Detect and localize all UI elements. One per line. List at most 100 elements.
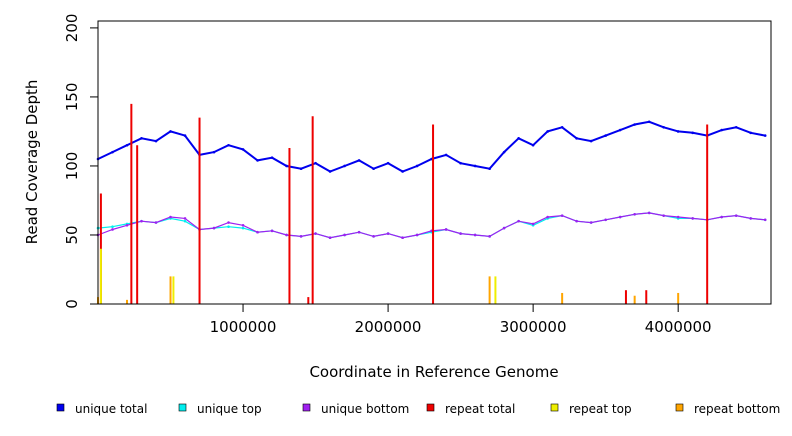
series-unique-bottom-point bbox=[227, 221, 230, 224]
series-unique-total-point bbox=[125, 143, 129, 147]
series-unique-bottom-point bbox=[357, 230, 361, 234]
series-unique-bottom-point bbox=[299, 235, 303, 238]
series-unique-bottom-point bbox=[444, 228, 448, 231]
legend-swatch-unique-bottom bbox=[302, 403, 311, 412]
series-unique-total-point bbox=[662, 125, 665, 129]
y-axis-title: Read Coverage Depth bbox=[23, 80, 41, 245]
series-unique-total-point bbox=[401, 170, 404, 173]
series-unique-total-point bbox=[357, 159, 361, 162]
series-unique-total-point bbox=[241, 148, 245, 151]
series-unique-total-point bbox=[299, 167, 303, 171]
series-unique-total-point bbox=[372, 167, 375, 171]
series-unique-bottom-point bbox=[531, 222, 535, 226]
series-unique-bottom-point bbox=[633, 212, 636, 216]
series-unique-bottom-point bbox=[647, 211, 651, 215]
series-layer bbox=[96, 103, 767, 304]
series-unique-total-point bbox=[560, 125, 564, 129]
series-unique-bottom-point bbox=[270, 229, 274, 233]
series-unique-bottom bbox=[96, 211, 767, 240]
series-unique-total-point bbox=[169, 130, 172, 133]
series-unique-total-point bbox=[140, 137, 143, 140]
series-unique-total-point bbox=[227, 143, 230, 147]
series-unique-total-point bbox=[415, 164, 419, 168]
x-tick-label: 1000000 bbox=[210, 318, 277, 336]
plot-area-frame bbox=[97, 20, 772, 305]
series-unique-total-line bbox=[97, 120, 766, 173]
series-unique-total-point bbox=[488, 167, 491, 171]
legend-label-unique-top: unique top bbox=[197, 402, 262, 416]
series-unique-bottom-point bbox=[125, 224, 129, 227]
legend-label-repeat-total: repeat total bbox=[445, 402, 515, 416]
x-tick-label: 2000000 bbox=[355, 318, 422, 336]
series-unique-bottom-point bbox=[415, 233, 419, 237]
series-unique-total-point bbox=[633, 123, 636, 126]
series-unique-bottom-point bbox=[401, 236, 404, 240]
series-unique-total-point bbox=[183, 134, 187, 137]
legend-swatch-unique-top bbox=[178, 403, 187, 412]
series-unique-total-point bbox=[720, 128, 723, 132]
series-unique-bottom-point bbox=[285, 233, 288, 237]
legend-label-unique-total: unique total bbox=[75, 402, 147, 416]
series-unique-bottom-point bbox=[372, 235, 375, 238]
series-unique-total bbox=[96, 120, 767, 173]
series-unique-bottom-point bbox=[386, 232, 390, 235]
series-repeat-total bbox=[99, 103, 709, 304]
y-tick-label: 0 bbox=[63, 299, 81, 309]
x-tick-label: 3000000 bbox=[500, 318, 567, 336]
series-unique-total-point bbox=[444, 153, 448, 157]
series-unique-total-point bbox=[546, 130, 549, 133]
series-unique-bottom-point bbox=[720, 215, 723, 219]
series-unique-bottom-point bbox=[546, 215, 549, 219]
y-tick-label: 50 bbox=[63, 225, 81, 244]
series-unique-bottom-point bbox=[212, 226, 216, 230]
series-unique-bottom-point bbox=[604, 218, 607, 222]
series-unique-total-point bbox=[734, 125, 738, 129]
series-unique-bottom-point bbox=[314, 232, 317, 235]
series-unique-bottom-point bbox=[676, 215, 680, 219]
series-unique-bottom-point bbox=[502, 226, 506, 230]
series-unique-total-point bbox=[386, 161, 390, 165]
legend-swatch-repeat-total bbox=[426, 403, 435, 412]
series-unique-bottom-point bbox=[459, 232, 462, 235]
series-unique-total-point bbox=[328, 170, 332, 173]
series-repeat-bottom bbox=[97, 276, 680, 304]
series-repeat-top bbox=[99, 248, 497, 304]
series-unique-bottom-point bbox=[575, 219, 578, 223]
series-unique-total-point bbox=[314, 161, 317, 165]
series-unique-total-point bbox=[270, 156, 274, 159]
series-unique-total-point bbox=[676, 130, 680, 133]
series-unique-bottom-point bbox=[183, 217, 187, 220]
series-unique-total-point bbox=[343, 164, 346, 168]
series-unique-bottom-point bbox=[691, 217, 694, 220]
series-unique-bottom-point bbox=[256, 230, 259, 234]
series-unique-bottom-line bbox=[97, 212, 766, 239]
series-unique-total-point bbox=[647, 120, 651, 124]
series-unique-total-point bbox=[212, 150, 216, 154]
axes-layer: 0 50 100 150 200 1000000 2000000 3000000 4000000 bbox=[63, 14, 712, 336]
series-unique-total-point bbox=[111, 150, 114, 154]
x-axis-title: Coordinate in Reference Genome bbox=[309, 363, 558, 381]
series-unique-bottom-point bbox=[343, 233, 346, 237]
y-tick-label: 200 bbox=[63, 14, 81, 43]
y-tick-label: 150 bbox=[63, 83, 81, 112]
legend: unique total unique top unique bottom repea… bbox=[56, 402, 780, 416]
series-unique-total-point bbox=[604, 134, 607, 137]
legend-label-unique-bottom: unique bottom bbox=[321, 402, 409, 416]
series-unique-bottom-point bbox=[241, 224, 245, 227]
series-unique-total-point bbox=[154, 139, 158, 143]
series-unique-bottom-point bbox=[140, 219, 143, 223]
y-tick-label: 100 bbox=[63, 152, 81, 181]
series-unique-total-point bbox=[531, 143, 535, 147]
series-unique-bottom-point bbox=[473, 233, 477, 237]
series-unique-bottom-point bbox=[560, 214, 564, 217]
legend-label-repeat-top: repeat top bbox=[569, 402, 632, 416]
series-unique-total-point bbox=[285, 164, 288, 168]
series-unique-bottom-point bbox=[589, 221, 593, 224]
series-unique-bottom-point bbox=[169, 215, 172, 219]
series-unique-total-point bbox=[749, 131, 752, 135]
series-unique-bottom-point bbox=[662, 214, 665, 217]
series-unique-top-point bbox=[227, 225, 230, 228]
series-unique-top-point bbox=[241, 226, 245, 230]
